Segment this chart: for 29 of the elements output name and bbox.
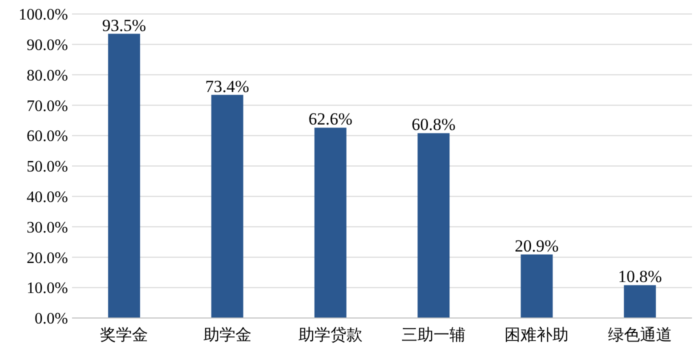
bar [211, 94, 244, 318]
x-tick-label: 奖学金 [100, 326, 148, 344]
y-tick-label: 10.0% [26, 280, 68, 298]
bar [314, 128, 346, 318]
x-tick-label: 助学金 [203, 326, 252, 344]
bar [418, 133, 450, 318]
y-tick-label: 60.0% [26, 128, 68, 146]
data-label: 73.4% [205, 76, 250, 96]
y-tick-label: 0.0% [34, 310, 68, 328]
y-tick-label: 100.0% [18, 6, 68, 24]
data-label: 10.8% [618, 267, 662, 286]
data-label: 60.8% [412, 115, 456, 134]
bar [108, 34, 140, 318]
x-tick-label: 三助一辅 [402, 326, 466, 344]
x-tick-label: 困难补助 [504, 326, 569, 344]
y-tick-label: 30.0% [26, 219, 68, 236]
y-tick-label: 40.0% [26, 189, 68, 206]
data-label: 20.9% [514, 236, 559, 256]
bar [624, 285, 656, 318]
x-tick-label: 助学贷款 [298, 326, 362, 344]
y-tick-label: 20.0% [26, 250, 68, 267]
data-label: 62.6% [308, 110, 352, 129]
data-label: 93.5% [102, 16, 146, 35]
y-tick-label: 90.0% [26, 37, 68, 54]
y-tick-label: 80.0% [26, 67, 68, 84]
y-tick-label: 50.0% [26, 158, 68, 176]
x-tick-label: 绿色通道 [608, 326, 672, 344]
bar [520, 254, 553, 318]
y-tick-label: 70.0% [26, 98, 68, 115]
